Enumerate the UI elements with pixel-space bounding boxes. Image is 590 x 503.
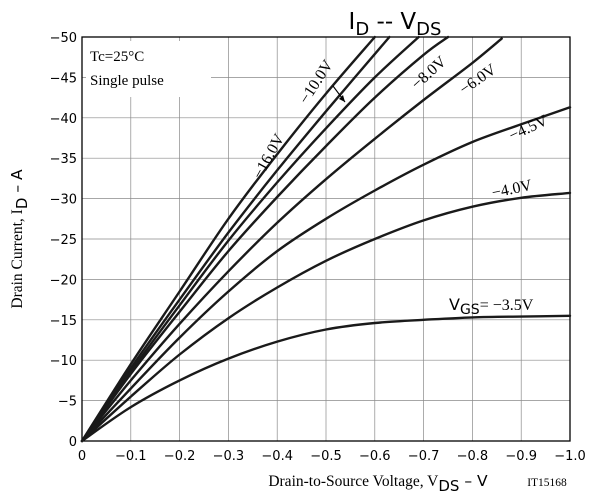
y-tick-label: −5 bbox=[58, 395, 77, 410]
y-tick-label: −15 bbox=[50, 314, 77, 329]
x-tick-label: −0.1 bbox=[115, 449, 147, 464]
series-line-7 bbox=[80, 314, 572, 443]
series-line-2 bbox=[80, 35, 420, 443]
y-axis-label: Drain Current, ID – A bbox=[8, 169, 31, 309]
y-tick-label: −10 bbox=[50, 354, 77, 369]
y-tick-label: −30 bbox=[50, 193, 77, 208]
y-tick-label: 0 bbox=[69, 435, 77, 450]
y-tick-label: −45 bbox=[50, 71, 77, 86]
x-tick-label: −0.7 bbox=[408, 449, 440, 464]
x-tick-label: −0.5 bbox=[310, 449, 342, 464]
x-tick-label: −0.9 bbox=[505, 449, 537, 464]
series-label-6v: −6.0V bbox=[457, 61, 500, 98]
x-tick-label: −0.2 bbox=[164, 449, 196, 464]
series-group bbox=[80, 35, 572, 443]
x-tick-label: −0.4 bbox=[261, 449, 293, 464]
y-tick-label: −40 bbox=[50, 112, 77, 127]
series-line-5 bbox=[80, 106, 572, 443]
x-axis-label: Drain-to-Source Voltage, VDS – V bbox=[268, 472, 488, 495]
series-label-45v: −4.5V bbox=[507, 112, 551, 145]
tick-labels: 0 −0.1 −0.2 −0.3 −0.4 −0.5 −0.6 −0.7 −0.8 −0.9 −1.… bbox=[50, 31, 586, 464]
conditions-box bbox=[86, 41, 211, 97]
grid bbox=[82, 37, 570, 441]
plot-frame bbox=[81, 36, 571, 442]
x-tick-label: −0.8 bbox=[457, 449, 489, 464]
condition-pulse: Single pulse bbox=[90, 73, 164, 89]
series-label-8v: −8.0V bbox=[408, 53, 450, 93]
x-tick-label: 0 bbox=[78, 449, 86, 464]
series-line-1 bbox=[80, 35, 391, 443]
series-label-16v: −16.0V bbox=[250, 131, 289, 182]
x-tick-label: −0.3 bbox=[213, 449, 245, 464]
series-label-10v-arrowhead bbox=[339, 95, 345, 102]
y-tick-label: −20 bbox=[50, 273, 77, 288]
y-tick-label: −50 bbox=[50, 31, 77, 46]
chart-title: ID -- VDS bbox=[349, 9, 442, 40]
series-label-35v: VGS= −3.5V bbox=[449, 295, 534, 318]
y-tick-label: −35 bbox=[50, 152, 77, 167]
series-line-0 bbox=[80, 35, 376, 443]
x-tick-label: −1.0 bbox=[554, 449, 586, 464]
series-label-10v: −10.0V bbox=[296, 57, 337, 107]
series-line-3 bbox=[80, 35, 450, 443]
condition-temperature: Tc=25°C bbox=[90, 49, 144, 65]
x-tick-label: −0.6 bbox=[359, 449, 391, 464]
figure-id: IT15168 bbox=[527, 477, 567, 489]
series-line-4 bbox=[80, 37, 503, 443]
y-tick-label: −25 bbox=[50, 233, 77, 248]
series-line-6 bbox=[80, 191, 572, 443]
